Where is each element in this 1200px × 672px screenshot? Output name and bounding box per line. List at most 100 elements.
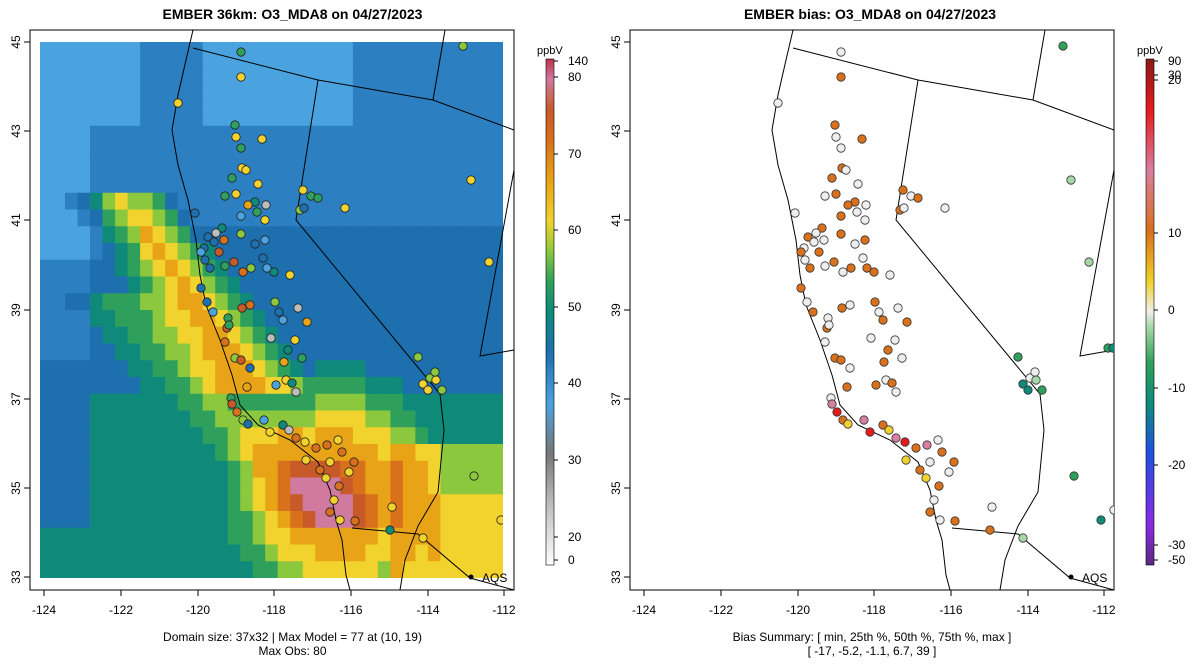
bias-point (838, 267, 848, 277)
obs-point (230, 120, 240, 130)
grid-cell (115, 209, 129, 227)
bias-point (950, 516, 960, 526)
bias-point (858, 253, 868, 263)
grid-cell (202, 109, 216, 127)
grid-cell (365, 159, 379, 177)
grid-cell (402, 58, 416, 77)
grid-cell (140, 159, 154, 177)
bias-point (831, 132, 841, 142)
left-colorbar-ticks: 140 80 70 60 50 40 30 20 0 (554, 54, 588, 567)
grid-cell (365, 444, 379, 462)
grid-cell (315, 561, 329, 578)
grid-cell (40, 511, 54, 529)
grid-cell (352, 410, 366, 428)
grid-cell (52, 42, 66, 60)
grid-cell (490, 259, 503, 278)
obs-point (220, 191, 230, 201)
grid-cell (402, 310, 416, 328)
grid-cell (440, 176, 454, 194)
grid-cell (352, 42, 366, 60)
grid-cell (65, 125, 79, 144)
grid-cell (127, 511, 141, 529)
y-tick-label: 43 (609, 124, 623, 138)
grid-cell (252, 293, 266, 311)
grid-cell (340, 75, 354, 93)
bias-point (866, 333, 876, 343)
y-tick-label: 33 (9, 570, 23, 584)
obs-point (245, 363, 255, 373)
bias-point (846, 263, 856, 273)
bias-point (829, 257, 839, 267)
bias-point (860, 235, 870, 245)
grid-cell (52, 544, 66, 562)
grid-cell (315, 125, 329, 144)
grid-cell (215, 276, 229, 294)
obs-point (243, 200, 253, 210)
bias-point (899, 203, 909, 213)
grid-cell (202, 58, 216, 77)
grid-cell (452, 159, 467, 177)
bias-point (879, 357, 889, 367)
bias-point (845, 300, 855, 310)
grid-cell (190, 75, 204, 93)
grid-cell (477, 243, 492, 261)
grid-cell (290, 460, 304, 479)
grid-cell (277, 477, 291, 495)
grid-cell (252, 561, 266, 578)
grid-cell (140, 343, 154, 361)
grid-cell (90, 527, 104, 546)
grid-cell (227, 326, 241, 345)
grid-cell (352, 494, 366, 512)
grid-cell (202, 276, 216, 294)
grid-cell (77, 92, 91, 110)
grid-cell (127, 226, 141, 244)
grid-cell (65, 176, 79, 194)
grid-cell (90, 42, 104, 60)
grid-cell (465, 276, 479, 294)
bias-point (832, 407, 842, 417)
grid-cell (340, 326, 354, 345)
grid-cell (90, 477, 104, 495)
grid-cell (465, 92, 479, 110)
grid-cell (265, 527, 279, 546)
grid-cell (65, 360, 79, 378)
obs-point (431, 375, 441, 385)
bias-point (887, 378, 897, 388)
grid-cell (440, 259, 454, 278)
grid-cell (40, 276, 54, 294)
grid-cell (65, 326, 79, 345)
grid-cell (440, 360, 454, 378)
grid-cell (490, 343, 503, 361)
grid-cell (177, 494, 191, 512)
state-border-ut (479, 169, 515, 357)
grid-cell (402, 460, 416, 479)
obs-point (227, 173, 237, 183)
left-footer-line2: Max Obs: 80 (258, 644, 327, 658)
grid-cell (277, 243, 291, 261)
bias-point (796, 247, 806, 257)
grid-cell (115, 477, 129, 495)
x-tick-label: -116 (939, 603, 962, 617)
obs-point (418, 379, 428, 389)
grid-cell (277, 494, 291, 512)
grid-cell (390, 377, 404, 395)
grid-cell (440, 226, 454, 244)
grid-cell (390, 75, 404, 93)
grid-cell (65, 42, 79, 60)
grid-cell (490, 209, 503, 227)
grid-cell (152, 125, 166, 144)
grid-cell (177, 293, 191, 311)
grid-cell (377, 511, 391, 529)
grid-cell (202, 192, 216, 211)
grid-cell (190, 494, 204, 512)
bias-point (937, 447, 947, 457)
grid-cell (215, 393, 229, 412)
grid-cell (340, 176, 354, 194)
obs-point (236, 355, 246, 365)
bias-point (885, 270, 895, 280)
grid-cell (427, 427, 442, 445)
left-map-panel: AQS -124 -122 -120 -118 -116 -114 -112 45 43 41 3… (9, 29, 588, 617)
grid-cell (477, 226, 492, 244)
grid-cell (290, 511, 304, 529)
grid-cell (177, 360, 191, 378)
